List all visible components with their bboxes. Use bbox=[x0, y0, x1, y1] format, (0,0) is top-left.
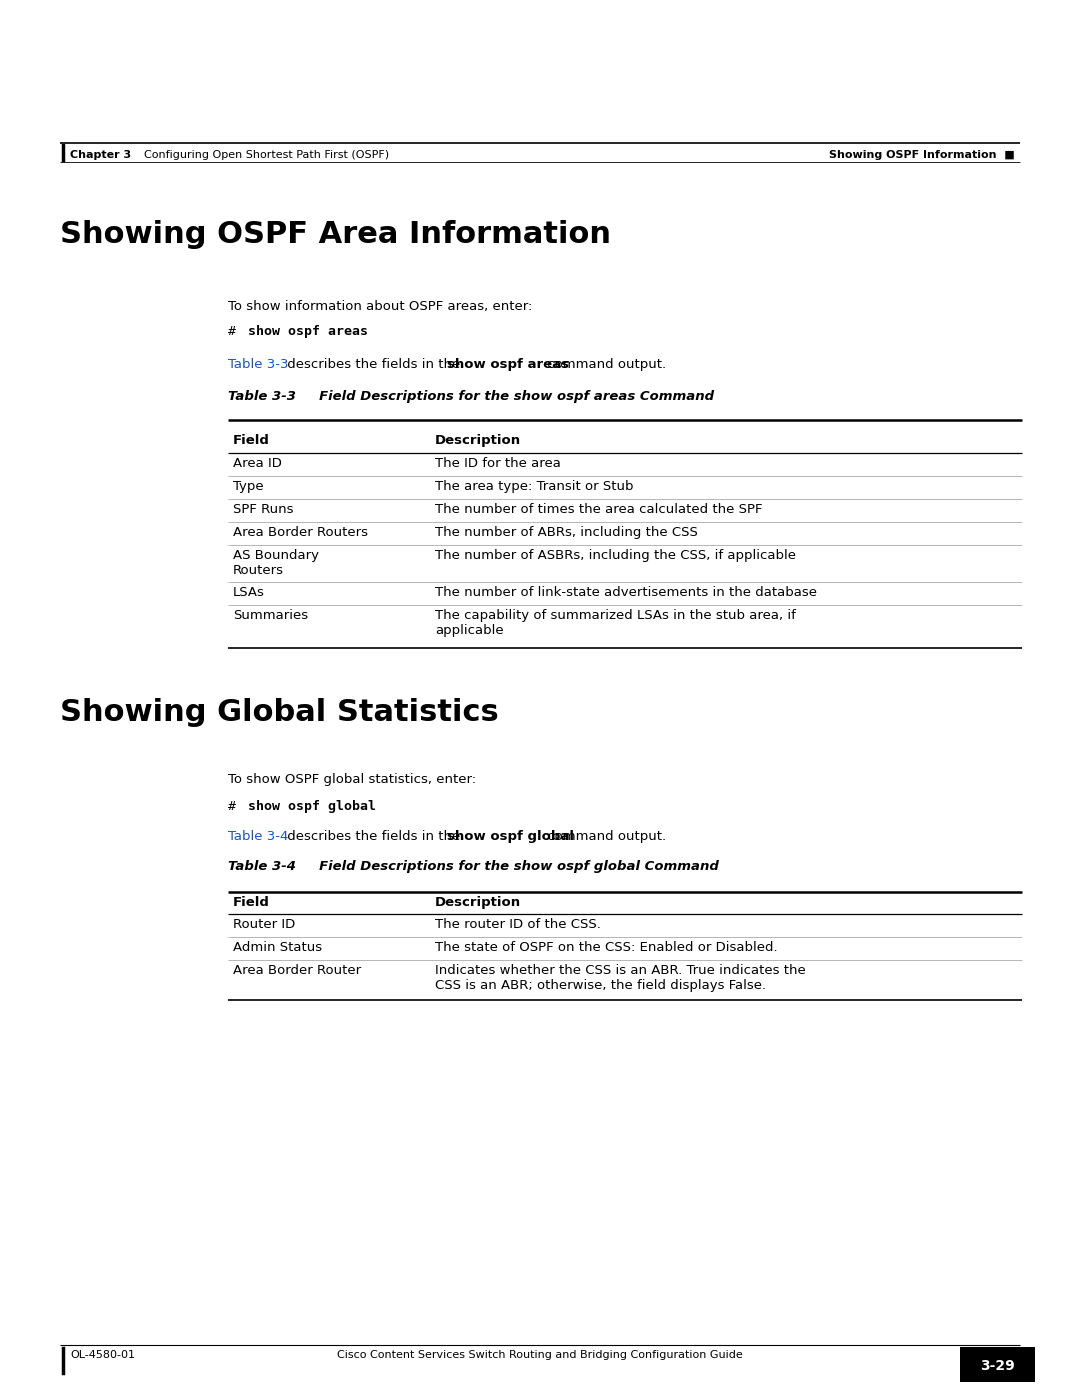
Text: Field: Field bbox=[233, 434, 270, 447]
Text: Description: Description bbox=[435, 434, 522, 447]
Text: Area Border Routers: Area Border Routers bbox=[233, 527, 368, 539]
Text: Table 3-3: Table 3-3 bbox=[228, 358, 288, 372]
Text: Description: Description bbox=[435, 895, 522, 909]
Text: The ID for the area: The ID for the area bbox=[435, 457, 561, 469]
Text: #: # bbox=[228, 326, 244, 338]
Text: describes the fields in the: describes the fields in the bbox=[283, 358, 464, 372]
Text: SPF Runs: SPF Runs bbox=[233, 503, 294, 515]
Text: show ospf areas: show ospf areas bbox=[447, 358, 569, 372]
Text: AS Boundary
Routers: AS Boundary Routers bbox=[233, 549, 319, 577]
Text: describes the fields in the: describes the fields in the bbox=[283, 830, 464, 842]
Text: 3-29: 3-29 bbox=[981, 1359, 1015, 1373]
Text: Configuring Open Shortest Path First (OSPF): Configuring Open Shortest Path First (OS… bbox=[130, 149, 389, 161]
Text: The state of OSPF on the CSS: Enabled or Disabled.: The state of OSPF on the CSS: Enabled or… bbox=[435, 942, 778, 954]
Text: Router ID: Router ID bbox=[233, 918, 295, 930]
Text: The number of times the area calculated the SPF: The number of times the area calculated … bbox=[435, 503, 762, 515]
Text: show ospf global: show ospf global bbox=[248, 800, 376, 813]
Text: Type: Type bbox=[233, 481, 264, 493]
Text: Table 3-4     Field Descriptions for the show ospf global Command: Table 3-4 Field Descriptions for the sho… bbox=[228, 861, 719, 873]
Text: Showing OSPF Area Information: Showing OSPF Area Information bbox=[60, 219, 611, 249]
Text: Field: Field bbox=[233, 895, 270, 909]
Text: Admin Status: Admin Status bbox=[233, 942, 322, 954]
Text: Chapter 3: Chapter 3 bbox=[70, 149, 131, 161]
Text: The number of ABRs, including the CSS: The number of ABRs, including the CSS bbox=[435, 527, 698, 539]
Text: LSAs: LSAs bbox=[233, 585, 265, 599]
Text: The number of link-state advertisements in the database: The number of link-state advertisements … bbox=[435, 585, 816, 599]
Text: To show information about OSPF areas, enter:: To show information about OSPF areas, en… bbox=[228, 300, 532, 313]
Bar bbox=[960, 1347, 1035, 1382]
Text: Area ID: Area ID bbox=[233, 457, 282, 469]
Text: The capability of summarized LSAs in the stub area, if
applicable: The capability of summarized LSAs in the… bbox=[435, 609, 796, 637]
Text: command output.: command output. bbox=[543, 830, 666, 842]
Text: Table 3-3     Field Descriptions for the show ospf areas Command: Table 3-3 Field Descriptions for the sho… bbox=[228, 390, 714, 402]
Text: The number of ASBRs, including the CSS, if applicable: The number of ASBRs, including the CSS, … bbox=[435, 549, 796, 562]
Text: Indicates whether the CSS is an ABR. True indicates the
CSS is an ABR; otherwise: Indicates whether the CSS is an ABR. Tru… bbox=[435, 964, 806, 992]
Text: The area type: Transit or Stub: The area type: Transit or Stub bbox=[435, 481, 634, 493]
Text: To show OSPF global statistics, enter:: To show OSPF global statistics, enter: bbox=[228, 773, 476, 787]
Text: Area Border Router: Area Border Router bbox=[233, 964, 361, 977]
Text: Showing Global Statistics: Showing Global Statistics bbox=[60, 698, 499, 726]
Text: Table 3-4: Table 3-4 bbox=[228, 830, 288, 842]
Text: Showing OSPF Information  ■: Showing OSPF Information ■ bbox=[829, 149, 1015, 161]
Text: #: # bbox=[228, 800, 244, 813]
Text: Cisco Content Services Switch Routing and Bridging Configuration Guide: Cisco Content Services Switch Routing an… bbox=[337, 1350, 743, 1361]
Text: The router ID of the CSS.: The router ID of the CSS. bbox=[435, 918, 600, 930]
Text: Summaries: Summaries bbox=[233, 609, 308, 622]
Text: command output.: command output. bbox=[543, 358, 666, 372]
Text: OL-4580-01: OL-4580-01 bbox=[70, 1350, 135, 1361]
Text: show ospf global: show ospf global bbox=[447, 830, 573, 842]
Text: show ospf areas: show ospf areas bbox=[248, 326, 368, 338]
